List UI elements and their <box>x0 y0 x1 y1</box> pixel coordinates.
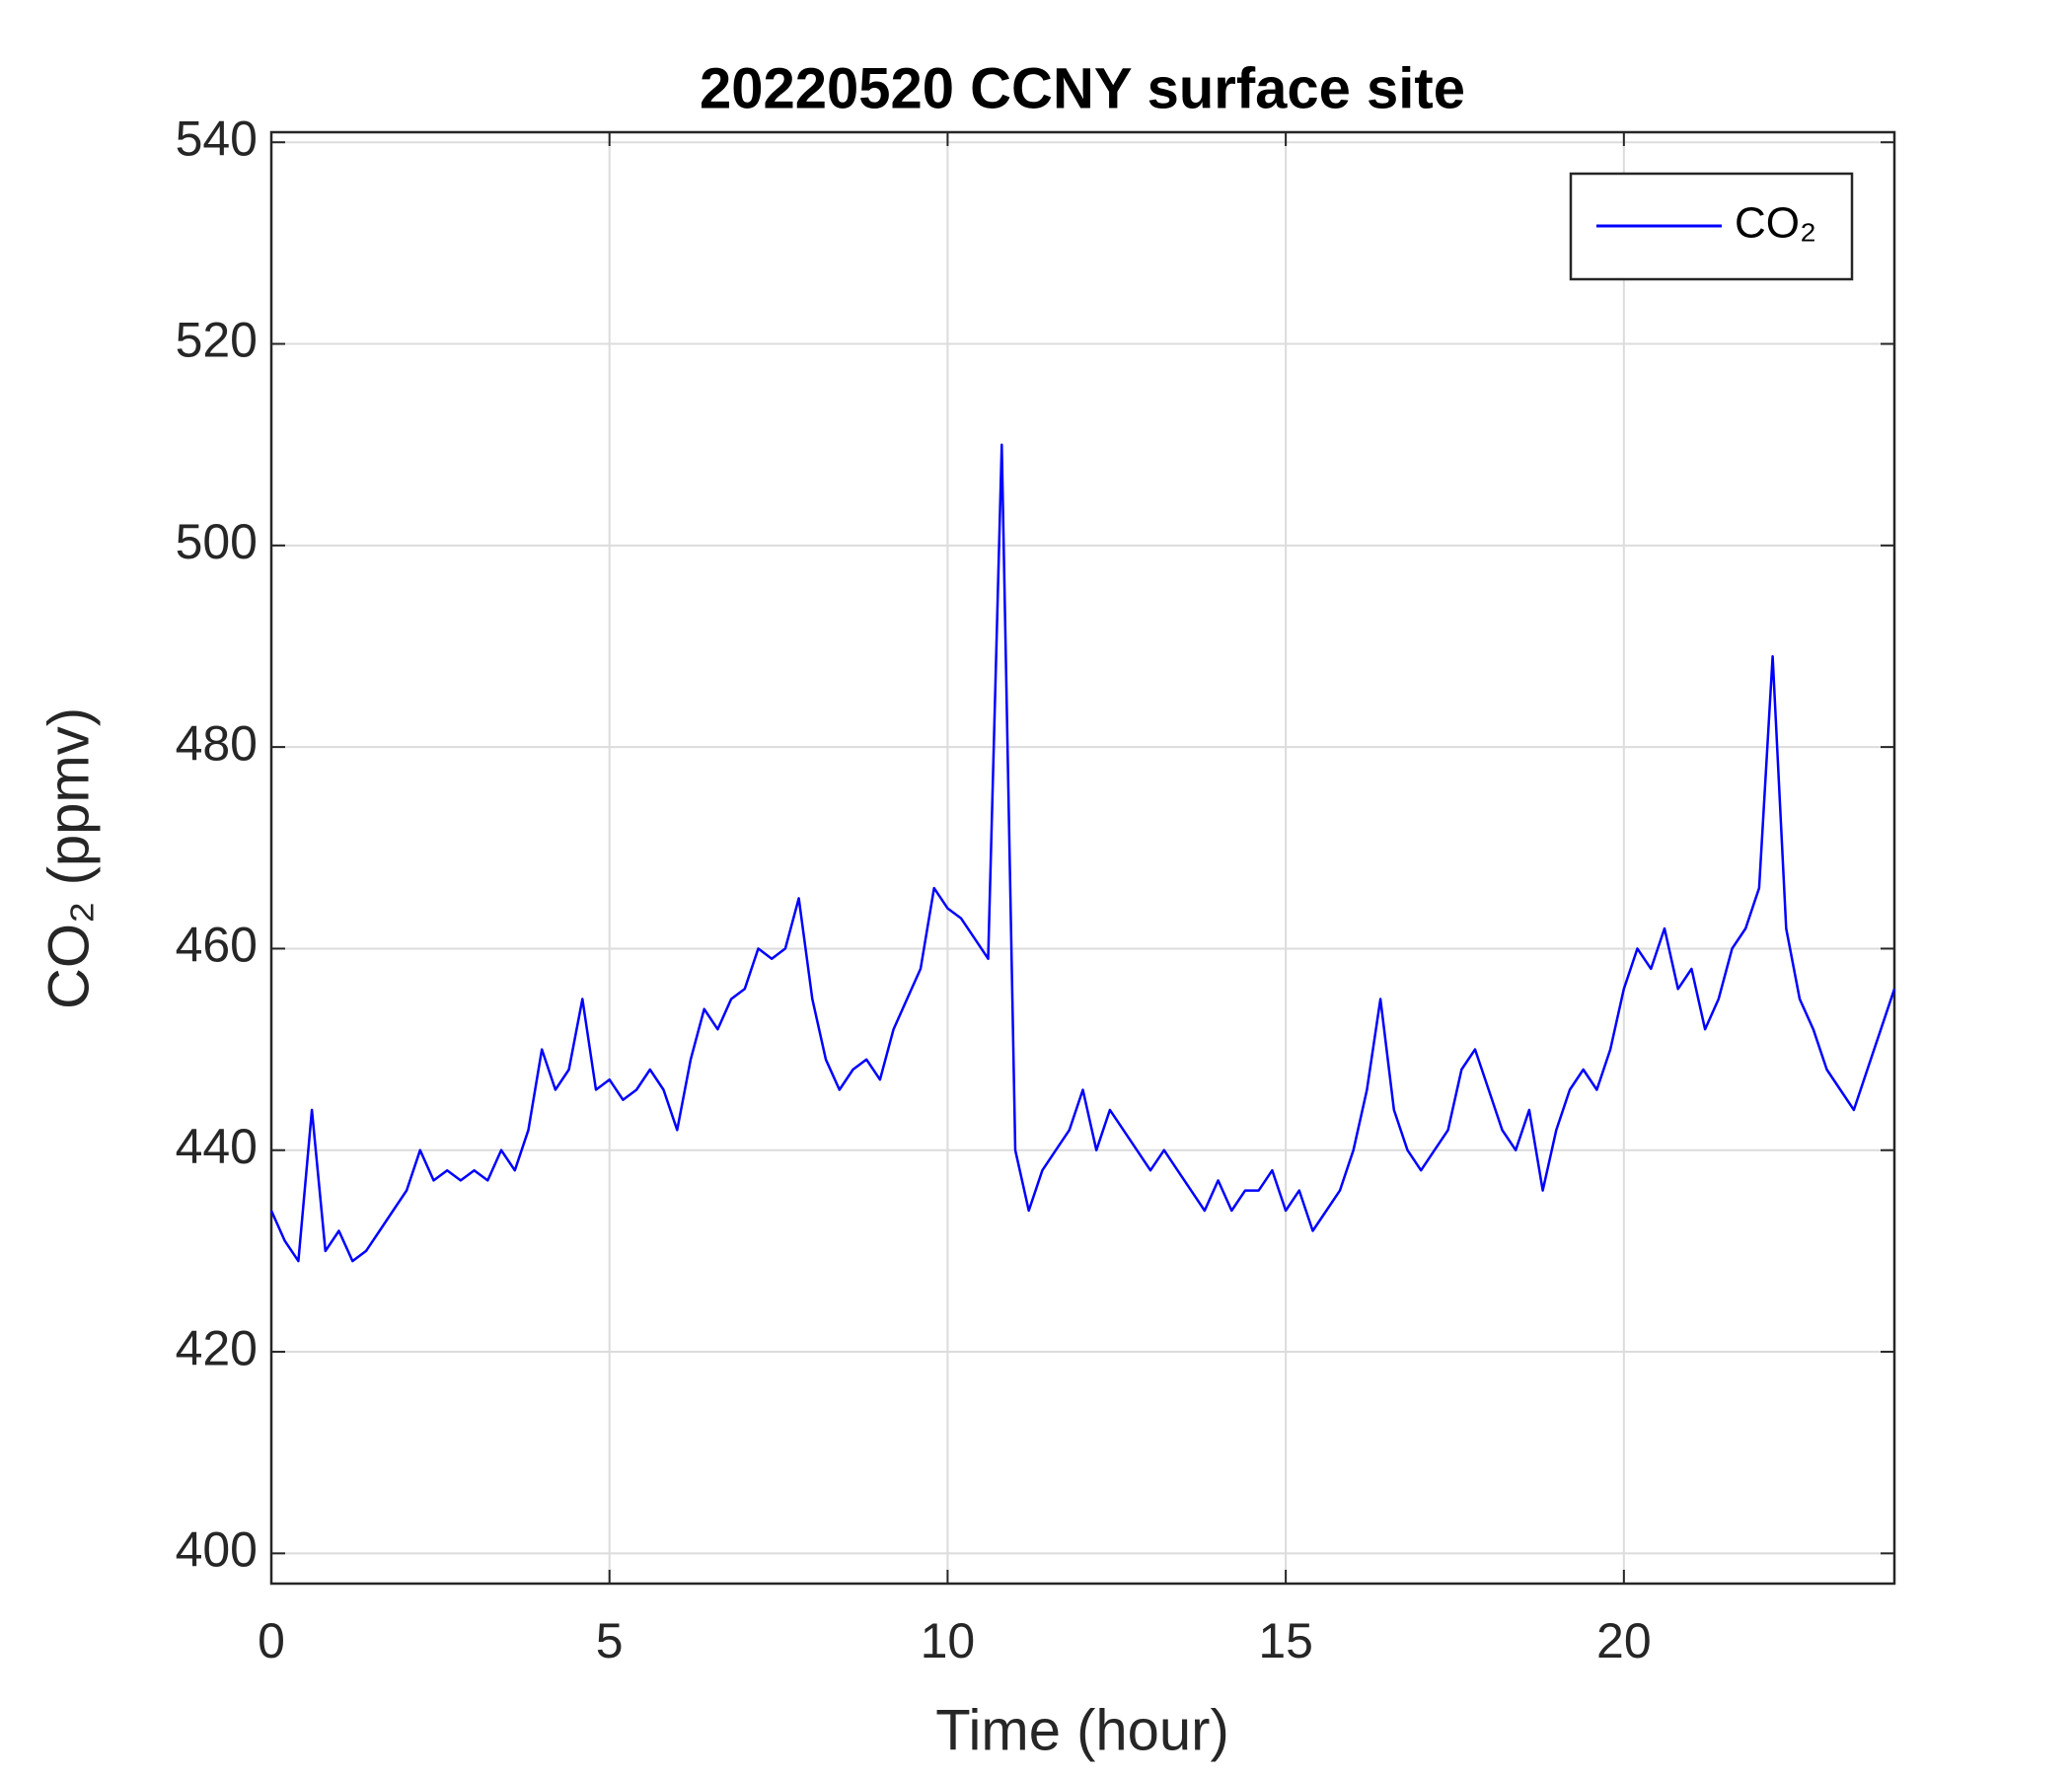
chart-title: 20220520 CCNY surface site <box>700 56 1465 120</box>
x-tick-label: 10 <box>921 1613 976 1668</box>
data-line <box>269 443 1896 1263</box>
y-axis-label: CO₂ (ppmv) <box>37 707 101 1009</box>
y-tick-label: 540 <box>176 111 258 166</box>
plot-frame <box>269 130 1896 1586</box>
y-tick-label: 500 <box>176 514 258 569</box>
y-tick-label: 420 <box>176 1320 258 1375</box>
y-tick-label: 480 <box>176 715 258 771</box>
y-tick-label: 520 <box>176 313 258 368</box>
x-tick-label: 5 <box>596 1613 624 1668</box>
x-tick-label: 15 <box>1258 1613 1313 1668</box>
legend-label: CO₂ <box>1735 199 1816 248</box>
y-tick-label: 460 <box>176 918 258 973</box>
x-tick-label: 20 <box>1596 1613 1652 1668</box>
y-tick-label: 440 <box>176 1119 258 1174</box>
x-axis-label: Time (hour) <box>935 1698 1229 1762</box>
y-tick-label: 400 <box>176 1522 258 1578</box>
x-tick-label: 0 <box>258 1613 285 1668</box>
